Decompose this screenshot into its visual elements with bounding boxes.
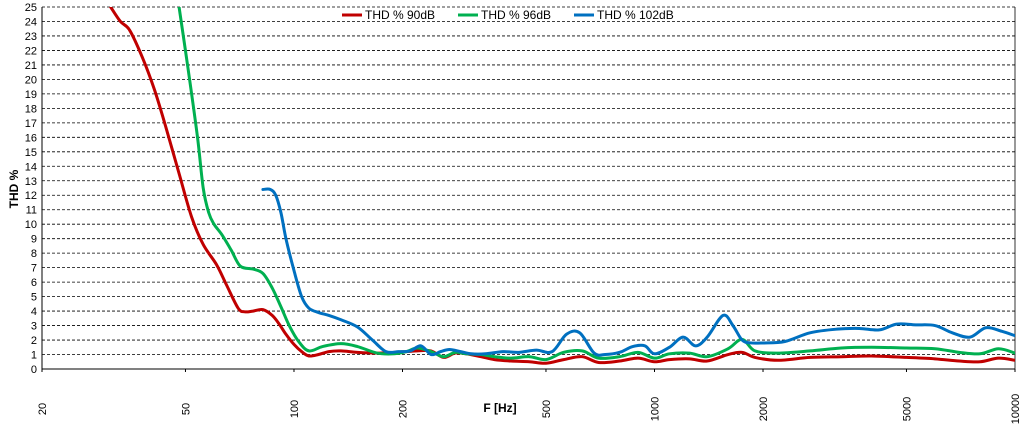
series-lines bbox=[109, 7, 1015, 365]
legend-item-1: THD % 90dB bbox=[342, 8, 435, 22]
y-tick-label-3: 3 bbox=[31, 321, 37, 333]
x-tick-labels: 20 50 100 200 500 1000 2000 5000 10000 bbox=[37, 394, 1022, 425]
x-tick-label-200: 200 bbox=[398, 400, 410, 418]
y-tick-label-18: 18 bbox=[25, 103, 37, 115]
legend-item-3: THD % 102dB bbox=[574, 8, 674, 22]
y-tick-label-14: 14 bbox=[25, 161, 37, 173]
y-tick-label-2: 2 bbox=[31, 335, 37, 347]
y-tick-label-15: 15 bbox=[25, 147, 37, 159]
x-tick-label-100: 100 bbox=[289, 400, 301, 418]
y-tick-label-5: 5 bbox=[31, 292, 37, 304]
x-tick-label-5000: 5000 bbox=[901, 397, 913, 421]
y-tick-label-25: 25 bbox=[25, 2, 37, 14]
y-tick-label-23: 23 bbox=[25, 31, 37, 43]
legend-label-2: THD % 96dB bbox=[481, 8, 551, 22]
series-line-2 bbox=[177, 7, 1015, 362]
y-tick-label-10: 10 bbox=[25, 219, 37, 231]
y-tick-label-20: 20 bbox=[25, 74, 37, 86]
x-tick-label-20: 20 bbox=[37, 403, 49, 415]
x-tick-label-500: 500 bbox=[541, 400, 553, 418]
series-line-1 bbox=[109, 7, 1015, 365]
x-tick-label-10000: 10000 bbox=[1010, 394, 1022, 425]
y-tick-labels: 0123456789101112131415161718192021222324… bbox=[25, 2, 37, 376]
y-tick-label-12: 12 bbox=[25, 190, 37, 202]
y-tick-label-21: 21 bbox=[25, 60, 37, 72]
y-tick-label-6: 6 bbox=[31, 277, 37, 289]
x-tick-label-50: 50 bbox=[180, 403, 192, 415]
y-tick-label-4: 4 bbox=[31, 306, 37, 318]
x-axis-title: F [Hz] bbox=[483, 401, 516, 415]
x-tick-label-2000: 2000 bbox=[758, 397, 770, 421]
y-tick-label-7: 7 bbox=[31, 263, 37, 275]
y-tick-label-9: 9 bbox=[31, 234, 37, 246]
y-tick-label-16: 16 bbox=[25, 132, 37, 144]
y-tick-label-22: 22 bbox=[25, 45, 37, 57]
y-tick-label-13: 13 bbox=[25, 176, 37, 188]
axes bbox=[41, 7, 1016, 372]
legend-item-2: THD % 96dB bbox=[458, 8, 551, 22]
y-axis-title: THD % bbox=[7, 169, 21, 208]
y-tick-label-17: 17 bbox=[25, 118, 37, 130]
x-tick-label-1000: 1000 bbox=[649, 397, 661, 421]
y-tick-label-8: 8 bbox=[31, 248, 37, 260]
y-tick-label-0: 0 bbox=[31, 364, 37, 376]
legend-label-3: THD % 102dB bbox=[597, 8, 674, 22]
y-tick-label-1: 1 bbox=[31, 350, 37, 362]
y-tick-label-24: 24 bbox=[25, 16, 37, 28]
legend: THD % 90dB THD % 96dB THD % 102dB bbox=[342, 8, 674, 22]
y-tick-label-11: 11 bbox=[26, 205, 37, 217]
legend-label-1: THD % 90dB bbox=[365, 8, 435, 22]
y-tick-label-19: 19 bbox=[25, 89, 37, 101]
series-line-3 bbox=[261, 187, 1015, 357]
